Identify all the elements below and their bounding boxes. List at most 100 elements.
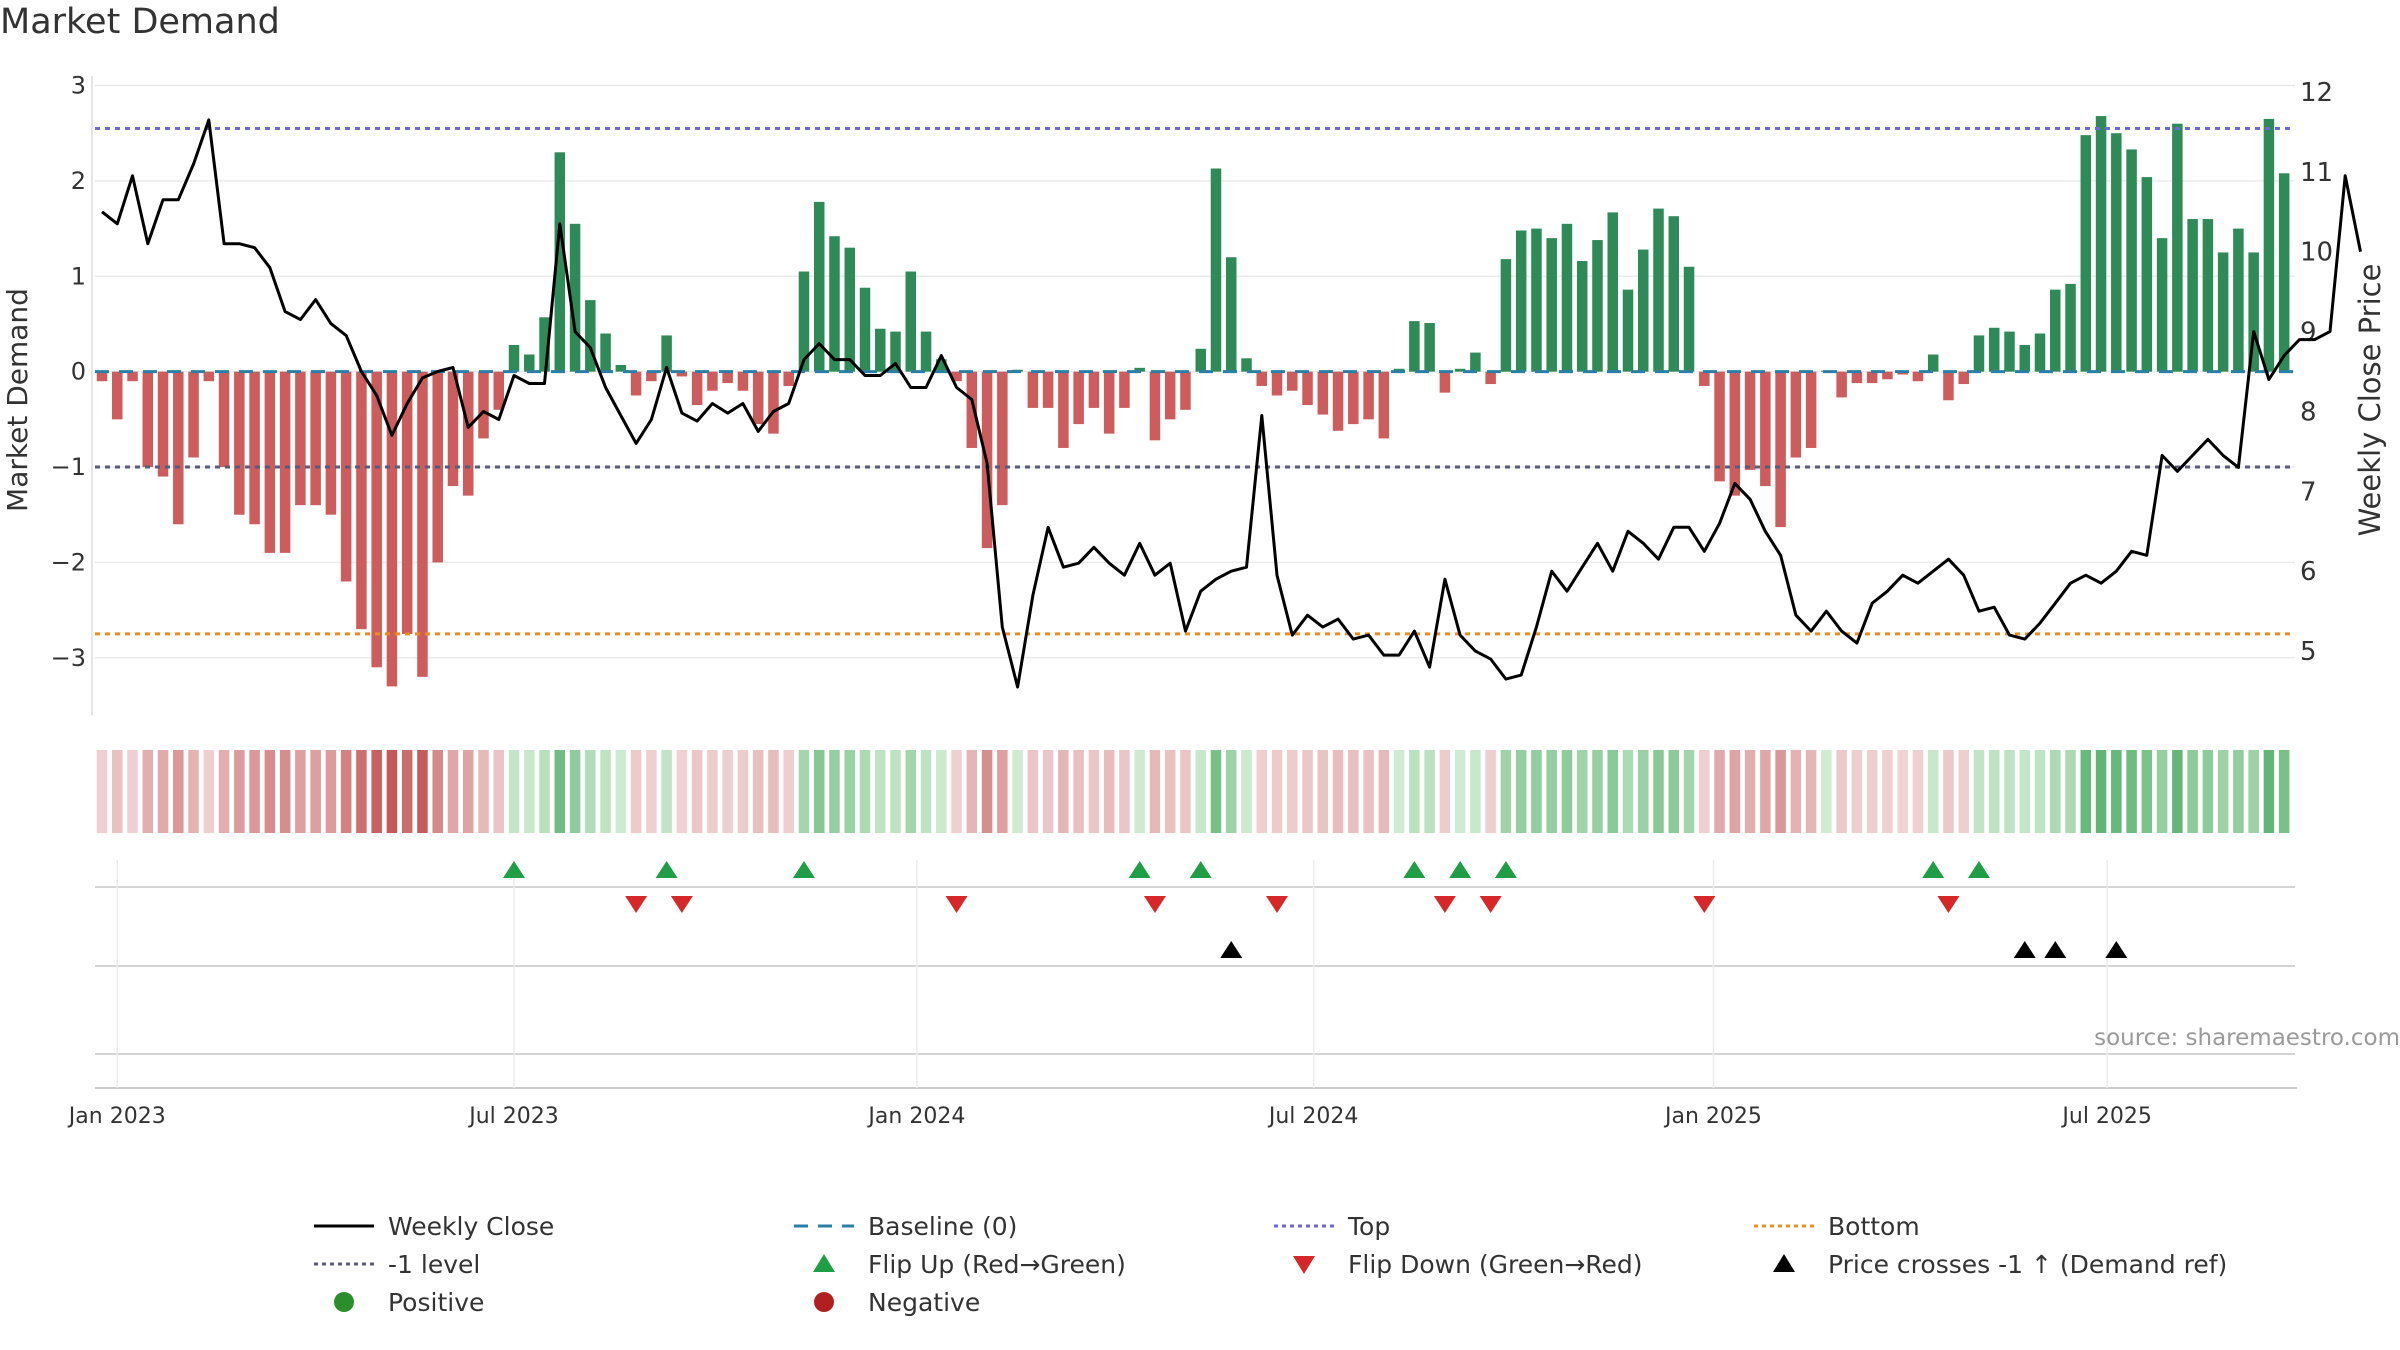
heat-cell [1103,750,1115,833]
heat-cell [1210,750,1222,833]
heat-cell [1866,750,1878,833]
heat-cell [1378,750,1390,833]
heat-cell [1317,750,1329,833]
demand-bar [1363,371,1374,420]
right-tick-label: 9 [2300,318,2317,348]
heat-cell [142,750,154,833]
heat-cell [691,750,703,833]
left-tick-label: −2 [51,548,86,576]
heat-cell [1454,750,1466,833]
legend-dash-icon [794,1224,854,1228]
right-tick-label: 12 [2300,78,2333,108]
demand-bar [218,371,230,468]
demand-bar [844,247,855,372]
demand-bar [2141,177,2153,372]
demand-bar [920,331,932,372]
legend-dotted-icon [314,1262,374,1266]
heat-cell [2217,750,2229,833]
demand-bar [2156,238,2168,372]
demand-bar [1454,368,1466,372]
demand-bar [462,371,474,496]
demand-bar [1607,212,1618,372]
heat-cell [1592,750,1603,833]
heat-cell [2202,750,2214,833]
demand-bar [2050,289,2061,372]
heat-cell [1164,750,1176,833]
chart-title: Market Demand [0,2,280,42]
flip-down-marker [670,896,693,913]
heat-cell [127,750,138,833]
heat-cell [2263,750,2275,833]
demand-bar [295,371,306,506]
demand-bar [615,364,627,372]
heat-cell [264,750,276,833]
demand-bar [1134,367,1145,372]
heat-cell [1943,750,1954,833]
left-tick-label: 0 [71,358,86,386]
right-tick-label: 10 [2300,238,2333,268]
heat-cell [1760,750,1771,833]
heat-cell [249,750,260,833]
heat-cell [1821,750,1832,833]
heat-cell [417,750,428,833]
heat-cell [1287,750,1298,833]
heat-cell [234,750,245,833]
heat-cell [2187,750,2198,833]
demand-bar [310,371,321,506]
price-cross-marker [1220,941,1243,958]
heat-cell [1927,750,1939,833]
demand-bar [859,287,871,372]
demand-bar [1531,228,1542,372]
legend-dotted-icon [1274,1224,1334,1228]
demand-bar [1119,371,1130,408]
heat-cell [1348,750,1359,833]
heat-cell [508,750,520,833]
demand-bar [1760,371,1771,487]
heat-cell [1683,750,1695,833]
legend-flip-up: Flip Up (Red→Green) [792,1246,1126,1282]
demand-bar [1027,371,1039,408]
heat-cell [524,750,535,833]
demand-bar [783,371,794,386]
demand-bar [1088,371,1100,408]
demand-bar [1576,261,1588,372]
right-tick-label: 7 [2300,477,2317,507]
legend-dotted-icon [1754,1224,1814,1228]
right-tick-label: 6 [2300,557,2317,587]
heat-cell [2034,750,2046,833]
heat-cell [1775,750,1786,833]
legend-line-icon [314,1224,374,1228]
heat-cell [1195,750,1206,833]
heat-cell [1515,750,1527,833]
weekly-close-line [101,118,2362,689]
heat-cell [768,750,779,833]
demand-bar [1348,371,1359,425]
heat-cell [813,750,825,833]
heat-cell [1973,750,1985,833]
left-tick-label: 2 [71,167,86,195]
legend-label: Flip Down (Green→Red) [1348,1249,1643,1279]
demand-bar [127,371,138,382]
heat-cell [661,750,672,833]
legend-top: Top [1272,1208,1390,1244]
demand-bar [691,371,703,406]
demand-bar [96,371,108,382]
heat-cell [1638,750,1649,833]
heat-cell [997,750,1008,833]
heat-cell [1988,750,2000,833]
heat-cell [722,750,733,833]
demand-bar [1424,323,1435,372]
demand-bar [875,328,886,372]
demand-bar [646,371,657,382]
flip-down-marker [1433,896,1456,913]
heat-cell [1119,750,1130,833]
flip-down-marker [1143,896,1166,913]
flip-up-marker [1128,861,1151,878]
demand-bar [1073,371,1084,425]
demand-bar [112,371,123,420]
legend-price-cross: Price crosses -1 ↑ (Demand ref) [1752,1246,2227,1282]
x-tick-label: Jan 2023 [67,1104,166,1129]
heat-cell [1607,750,1618,833]
demand-bar [1287,371,1298,391]
demand-bar [554,152,566,372]
